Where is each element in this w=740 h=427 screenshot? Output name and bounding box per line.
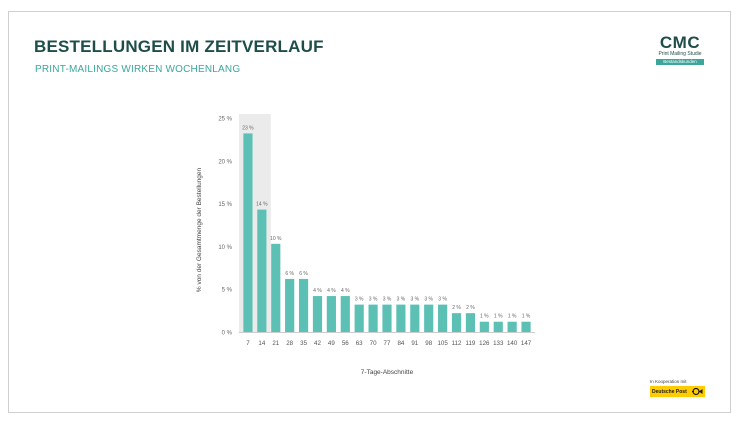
data-label: 1 % xyxy=(522,314,531,320)
cmc-logo: CMC Print Mailing Studie Bestandskunden xyxy=(656,34,704,65)
y-tick-label: 15 % xyxy=(218,202,232,208)
y-tick-label: 0 % xyxy=(222,331,233,337)
data-label: 2 % xyxy=(466,305,475,311)
data-label: 1 % xyxy=(480,314,489,320)
x-tick-label: 91 xyxy=(411,340,418,347)
x-tick-label: 56 xyxy=(342,340,349,347)
x-tick-label: 7 xyxy=(246,340,250,347)
x-tick-label: 112 xyxy=(452,340,462,347)
data-label: 3 % xyxy=(424,297,433,303)
bar xyxy=(424,304,434,332)
y-axis-title: % von der Gesamtmenge der Bestellungen xyxy=(196,167,203,292)
bar xyxy=(479,321,489,332)
x-tick-label: 70 xyxy=(370,340,377,347)
bar xyxy=(368,304,378,332)
x-tick-label: 14 xyxy=(258,340,265,347)
data-label: 4 % xyxy=(341,288,350,294)
data-label: 14 % xyxy=(256,202,268,208)
y-tick-label: 25 % xyxy=(218,117,232,123)
bar xyxy=(312,296,323,332)
x-tick-label: 63 xyxy=(356,340,363,347)
data-label: 3 % xyxy=(369,297,378,303)
x-tick-label: 28 xyxy=(286,340,293,347)
y-tick-label: 5 % xyxy=(222,288,233,294)
x-axis-title: 7-Tage-Abschnitte xyxy=(361,369,414,376)
bar xyxy=(410,304,420,332)
y-tick-label: 20 % xyxy=(218,159,232,165)
bar xyxy=(493,321,503,332)
bar xyxy=(326,296,336,332)
bar xyxy=(340,296,350,332)
data-label: 6 % xyxy=(285,271,294,277)
x-tick-label: 77 xyxy=(384,340,391,347)
partner-block: In Kooperation mit Deutsche Post xyxy=(650,379,710,397)
bar xyxy=(271,243,281,332)
x-tick-label: 105 xyxy=(437,340,448,347)
x-tick-label: 119 xyxy=(465,340,475,347)
bar xyxy=(298,278,309,332)
data-label: 3 % xyxy=(397,297,406,303)
bar xyxy=(521,321,531,332)
x-tick-label: 35 xyxy=(300,340,307,347)
x-tick-label: 98 xyxy=(425,340,432,347)
data-label: 3 % xyxy=(438,297,447,303)
bar xyxy=(451,313,462,332)
data-label: 10 % xyxy=(270,236,282,242)
post-horn-icon xyxy=(691,387,703,396)
bar xyxy=(507,321,517,332)
data-label: 3 % xyxy=(355,297,364,303)
data-label: 23 % xyxy=(242,125,254,131)
bar xyxy=(382,304,392,332)
y-tick-label: 10 % xyxy=(218,245,232,251)
data-label: 1 % xyxy=(494,314,503,320)
bar xyxy=(257,209,267,332)
x-tick-label: 21 xyxy=(272,340,279,347)
data-label: 4 % xyxy=(313,288,322,294)
bar xyxy=(354,304,364,332)
page-title: BESTELLUNGEN IM ZEITVERLAUF xyxy=(34,37,324,56)
data-label: 6 % xyxy=(299,271,308,277)
logo-main-text: CMC xyxy=(659,33,701,52)
bar xyxy=(465,313,476,332)
bar xyxy=(438,304,448,332)
partner-text: In Kooperation mit xyxy=(650,379,687,384)
bar xyxy=(396,304,406,332)
x-tick-label: 84 xyxy=(397,340,404,347)
deutsche-post-label: Deutsche Post xyxy=(652,388,687,395)
data-label: 1 % xyxy=(508,314,517,320)
x-tick-label: 126 xyxy=(479,340,490,347)
data-label: 3 % xyxy=(410,297,419,303)
slide-frame xyxy=(8,11,731,413)
data-label: 3 % xyxy=(383,297,392,303)
logo-badge: Bestandskunden xyxy=(656,59,704,65)
data-label: 2 % xyxy=(452,305,461,311)
bar xyxy=(285,278,295,332)
x-tick-label: 147 xyxy=(521,340,532,347)
x-tick-label: 49 xyxy=(328,340,335,347)
bar xyxy=(243,133,253,332)
x-tick-label: 133 xyxy=(493,340,504,347)
deutsche-post-badge: Deutsche Post xyxy=(650,386,705,397)
x-tick-label: 140 xyxy=(507,340,518,347)
logo-sub-text: Print Mailing Studie xyxy=(658,51,702,57)
data-label: 4 % xyxy=(327,288,336,294)
page-subtitle: PRINT-MAILINGS WIRKEN WOCHENLANG xyxy=(35,64,241,75)
x-tick-label: 42 xyxy=(314,340,321,347)
